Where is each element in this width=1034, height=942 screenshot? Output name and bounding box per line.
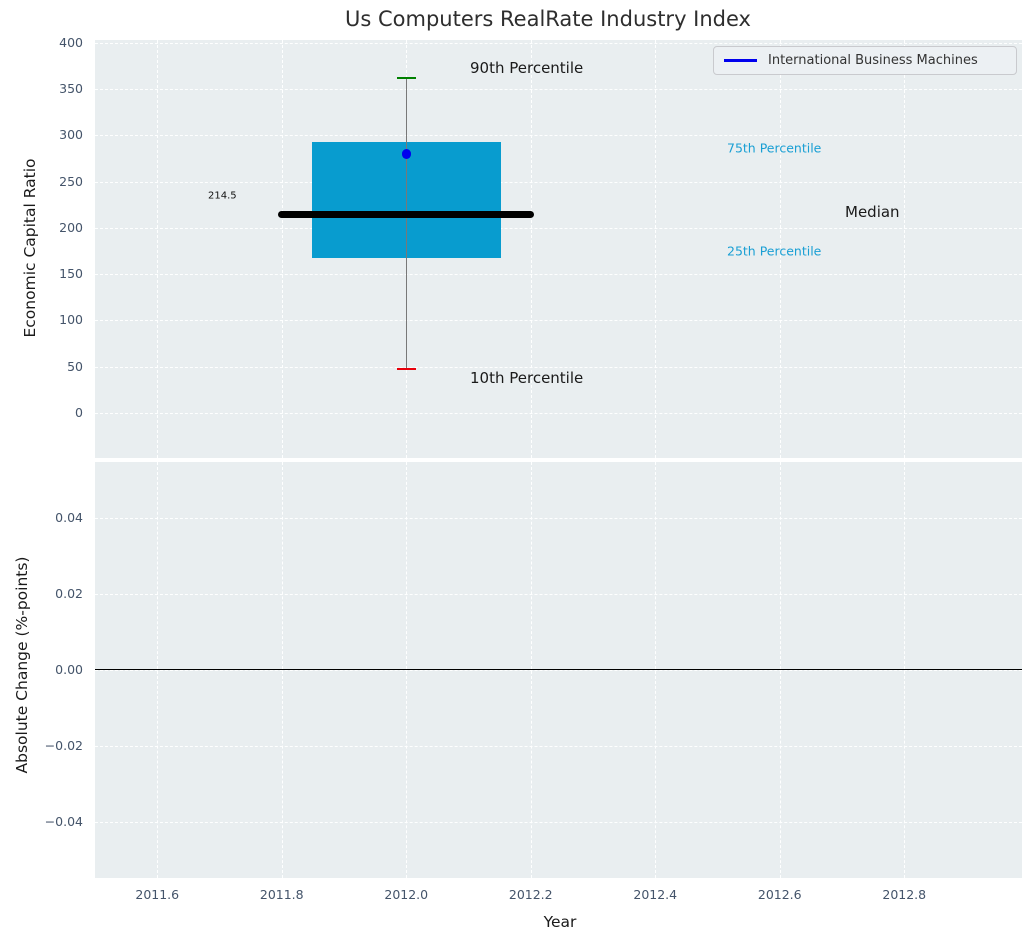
bottom-axes	[95, 462, 1022, 878]
gridline-horizontal	[95, 227, 1022, 229]
gridline-vertical	[157, 462, 159, 878]
gridline-vertical	[779, 462, 781, 878]
legend-line-swatch	[724, 59, 757, 62]
gridline-vertical	[530, 462, 532, 878]
gridline-vertical	[530, 40, 532, 458]
y-tick-label: 300	[59, 127, 83, 143]
gridline-horizontal	[95, 594, 1022, 595]
gridline-vertical	[406, 462, 408, 878]
gridline-vertical	[157, 40, 159, 458]
y-tick-label: 0.02	[55, 586, 83, 601]
y-tick-label: 250	[59, 173, 83, 189]
top-axes: International Business Machines	[95, 40, 1022, 458]
x-tick-label: 2011.8	[259, 887, 304, 902]
gridline-vertical	[281, 40, 283, 458]
chart-title: Us Computers RealRate Industry Index	[345, 7, 751, 31]
y-tick-label: 200	[59, 219, 83, 235]
y-tick-label: 100	[59, 312, 83, 328]
x-tick-label: 2012.4	[633, 887, 678, 902]
x-tick-label: 2012.2	[508, 887, 553, 902]
gridline-horizontal	[95, 822, 1022, 823]
gridline-horizontal	[95, 366, 1022, 368]
gridline-horizontal	[95, 42, 1022, 44]
y-tick-label: −0.04	[44, 814, 83, 829]
y-tick-label: −0.02	[44, 738, 83, 753]
gridline-horizontal	[95, 88, 1022, 90]
gridline-horizontal	[95, 135, 1022, 137]
zero-line	[95, 669, 1022, 670]
gridline-vertical	[904, 40, 906, 458]
gridline-horizontal	[95, 670, 1022, 671]
gridline-horizontal	[95, 181, 1022, 183]
gridline-vertical	[655, 462, 657, 878]
gridline-vertical	[779, 40, 781, 458]
x-tick-label: 2011.6	[135, 887, 180, 902]
chart-annotation: 75th Percentile	[727, 140, 822, 156]
whisker-line	[405, 77, 407, 370]
chart-annotation: 10th Percentile	[470, 369, 584, 387]
legend-label: International Business Machines	[768, 53, 978, 68]
legend: International Business Machines	[713, 46, 1017, 75]
gridline-vertical	[904, 462, 906, 878]
whisker-cap-10th	[396, 367, 416, 371]
gridline-horizontal	[95, 413, 1022, 414]
chart-annotation: Median	[845, 203, 900, 221]
gridline-vertical	[655, 40, 657, 458]
chart-annotation: 214.5	[208, 190, 237, 202]
x-axis-label: Year	[543, 913, 577, 931]
y-tick-label: 150	[59, 266, 83, 282]
y-tick-label: 0	[75, 405, 83, 420]
y-tick-label: 0.04	[55, 510, 83, 525]
gridline-horizontal	[95, 746, 1022, 747]
chart-annotation: 90th Percentile	[470, 59, 584, 77]
x-tick-label: 2012.0	[384, 887, 429, 902]
whisker-cap-90th	[396, 76, 416, 80]
y-tick-label: 0.00	[55, 662, 83, 677]
x-tick-label: 2012.6	[757, 887, 802, 902]
median-line	[278, 211, 535, 218]
gridline-horizontal	[95, 274, 1022, 276]
y-tick-label: 350	[59, 80, 83, 96]
y-tick-label: 400	[59, 34, 83, 50]
gridline-horizontal	[95, 320, 1022, 322]
y-tick-label: 50	[67, 358, 83, 374]
x-tick-label: 2012.8	[882, 887, 927, 902]
gridline-horizontal	[95, 518, 1022, 519]
gridline-vertical	[281, 462, 283, 878]
chart-annotation: 25th Percentile	[727, 243, 822, 259]
company-data-point	[401, 149, 411, 159]
